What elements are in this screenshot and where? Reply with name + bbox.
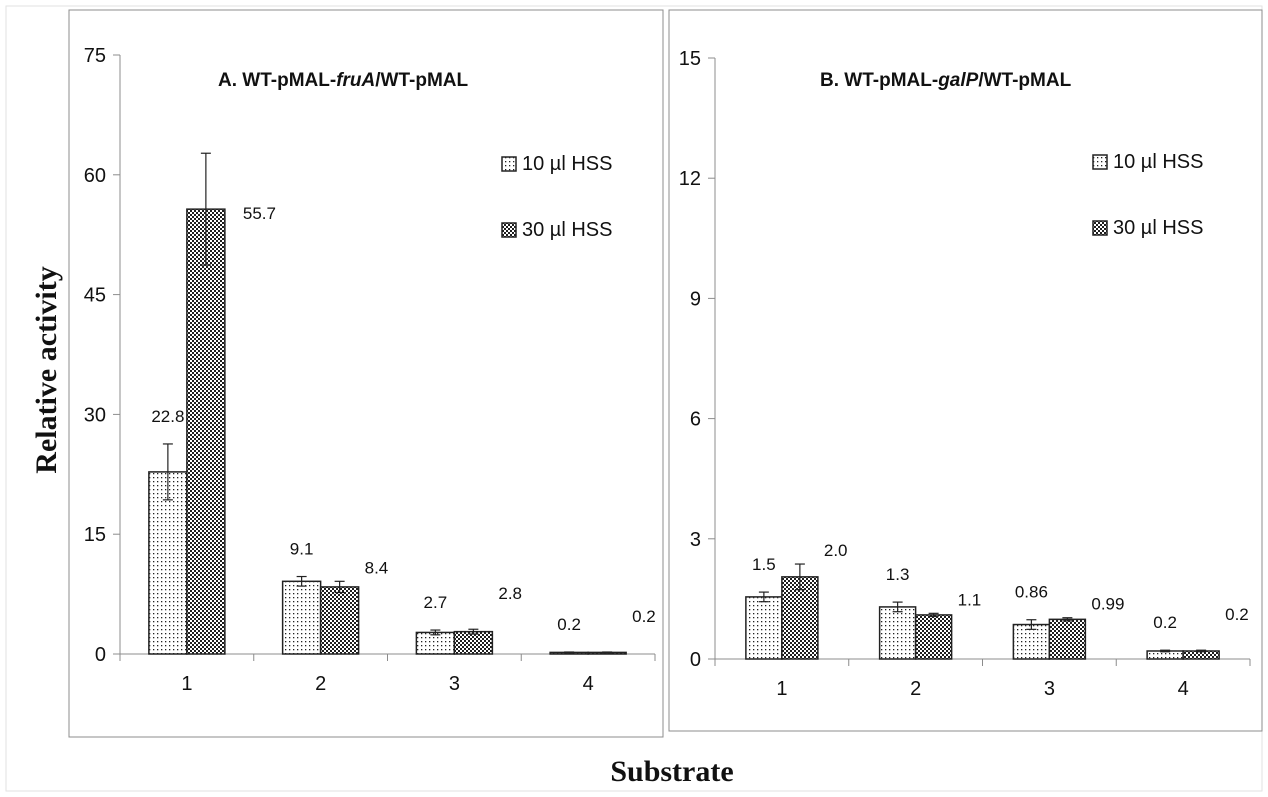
- data-label: 0.2: [1225, 605, 1249, 624]
- data-label: 0.99: [1091, 595, 1124, 614]
- data-label: 1.1: [958, 590, 982, 609]
- bar-series2-cat2: [914, 614, 953, 660]
- legend-label: 10 µl HSS: [1113, 151, 1203, 173]
- x-tick-label: 1: [776, 678, 787, 700]
- data-label: 9.1: [290, 540, 314, 559]
- data-label: 2.0: [824, 541, 848, 560]
- data-label: 1.3: [886, 565, 910, 584]
- legend-swatch: [1092, 154, 1108, 170]
- y-tick-label: 15: [84, 524, 106, 546]
- x-tick-label: 4: [583, 673, 594, 695]
- legend-swatch: [1092, 220, 1108, 236]
- bar-series2-cat1: [186, 208, 226, 655]
- bar-series1-cat2: [281, 580, 322, 655]
- x-axis-title: Substrate: [610, 755, 733, 788]
- y-tick-label: 6: [690, 409, 701, 431]
- data-label: 55.7: [243, 204, 276, 223]
- x-tick-label: 2: [315, 673, 326, 695]
- y-tick-label: 9: [690, 288, 701, 310]
- x-tick-label: 3: [1044, 678, 1055, 700]
- y-tick-label: 0: [690, 649, 701, 671]
- data-label: 0.86: [1015, 583, 1048, 602]
- data-label: 0.2: [632, 607, 656, 626]
- y-tick-label: 12: [679, 168, 701, 190]
- panel-a: 0 15 30 45 60 75 1 2 3 4 22.8 9.1 2.7 0.2 55.7 8.4 2.8 0.…: [68, 9, 664, 738]
- panel-title: A. WT-pMAL-fruA/WT-pMAL: [218, 70, 469, 91]
- y-tick-label: 30: [84, 404, 106, 426]
- y-tick-label: 45: [84, 285, 106, 307]
- data-label: 8.4: [365, 558, 389, 577]
- data-label: 1.5: [752, 555, 776, 574]
- data-label: 2.8: [498, 584, 522, 603]
- panel-title: B. WT-pMAL-galP/WT-pMAL: [820, 70, 1072, 91]
- y-tick-label: 75: [84, 45, 106, 67]
- legend-swatch: [501, 222, 517, 238]
- panel-frame: [668, 9, 1263, 732]
- x-tick-label: 4: [1178, 678, 1189, 700]
- bar-series1-cat3: [415, 631, 456, 655]
- y-tick-label: 0: [95, 644, 106, 666]
- bar-series1-cat1: [148, 471, 188, 655]
- y-axis-title: Relative activity: [30, 266, 63, 473]
- data-label: 22.8: [151, 407, 184, 426]
- legend-swatch: [501, 156, 517, 172]
- bar-series2-cat3: [1048, 618, 1087, 660]
- data-label: 0.2: [557, 615, 581, 634]
- x-tick-label: 1: [181, 673, 192, 695]
- data-label: 0.2: [1153, 613, 1177, 632]
- bar-series2-cat2: [319, 586, 360, 655]
- y-tick-label: 60: [84, 165, 106, 187]
- y-tick-label: 3: [690, 529, 701, 551]
- legend-label: 30 µl HSS: [1113, 217, 1203, 239]
- y-tick-label: 15: [679, 48, 701, 70]
- data-label: 2.7: [424, 593, 448, 612]
- bar-series1-cat2: [878, 606, 917, 660]
- legend-label: 10 µl HSS: [522, 153, 612, 175]
- panel-frame: [68, 9, 664, 738]
- x-tick-label: 2: [910, 678, 921, 700]
- bar-series2-cat3: [453, 630, 494, 655]
- legend-label: 30 µl HSS: [522, 219, 612, 241]
- bar-series1-cat1: [745, 596, 783, 660]
- x-tick-label: 3: [449, 673, 460, 695]
